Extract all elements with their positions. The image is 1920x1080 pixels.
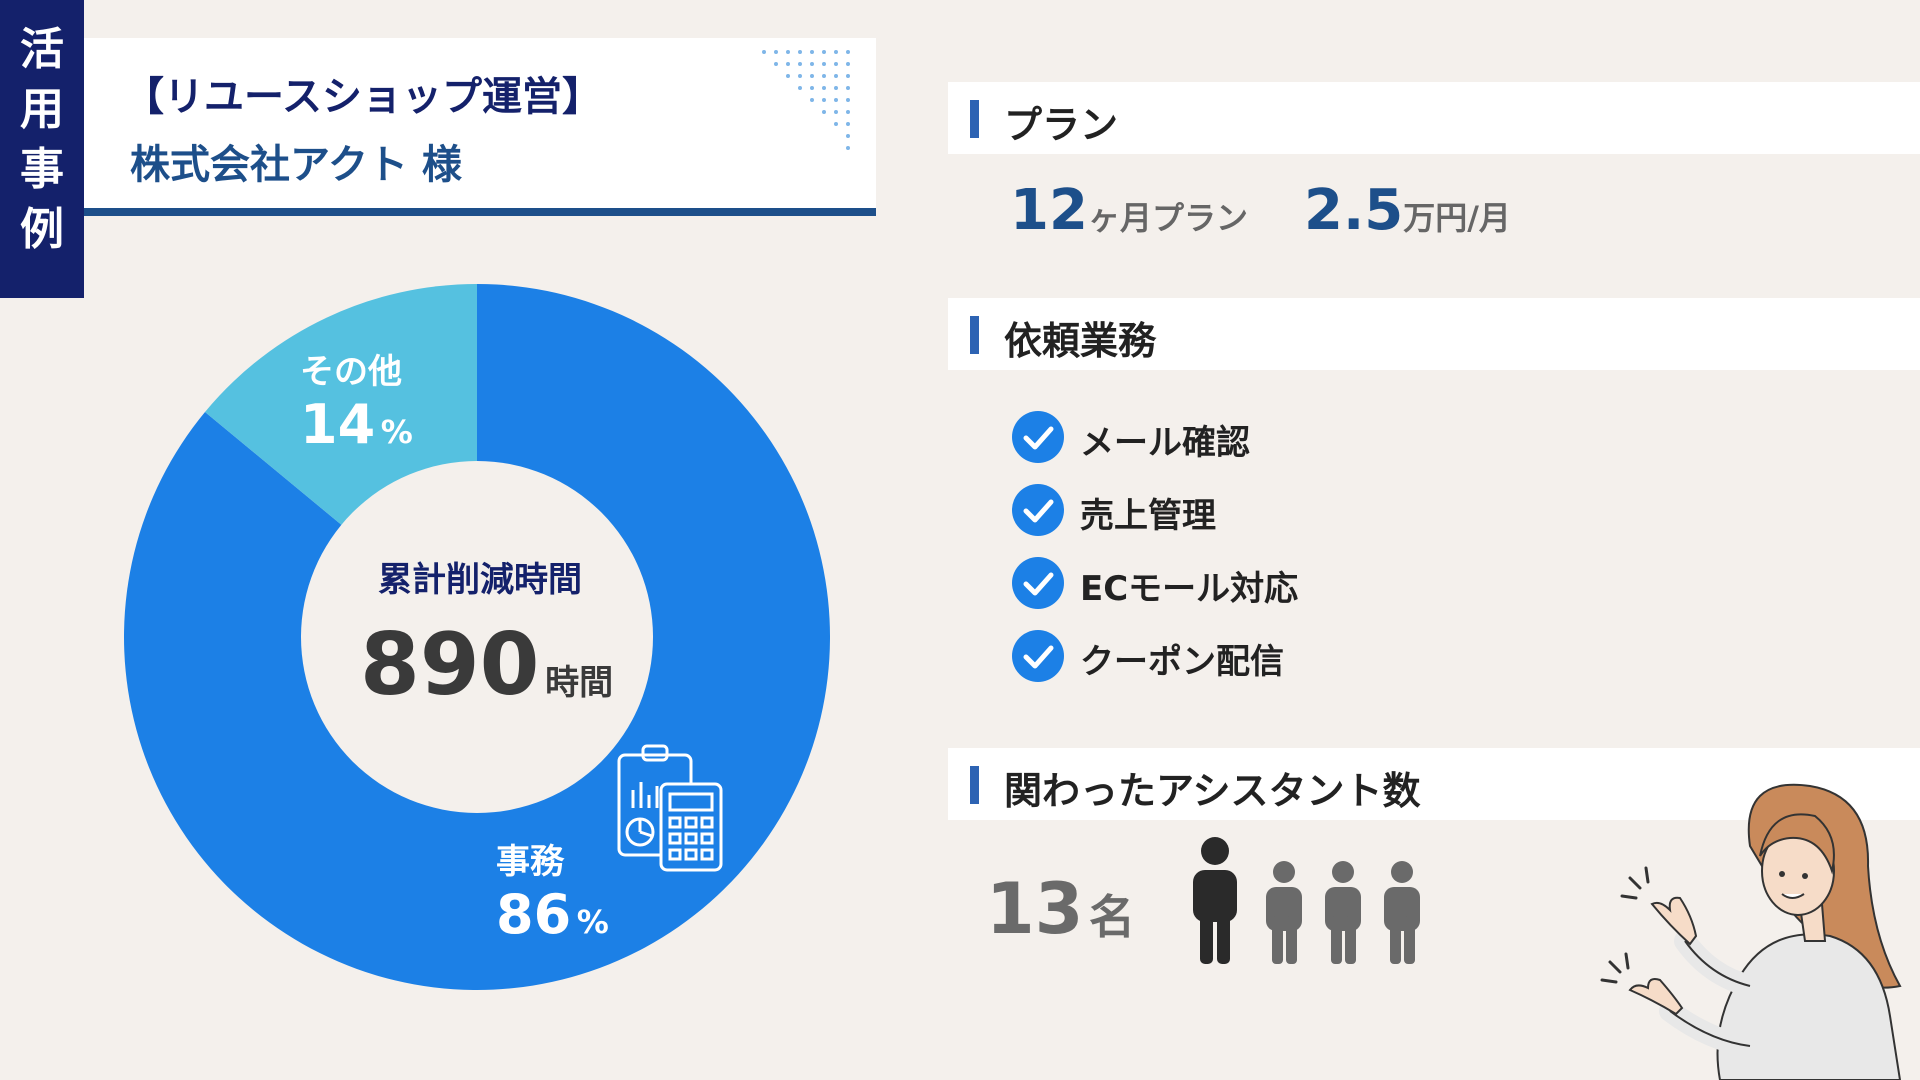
task-label: ECモール対応 (1080, 569, 1299, 609)
assistants-section-header: 関わったアシスタント数 (948, 748, 1920, 820)
check-icon (1012, 484, 1064, 536)
person-icon (1384, 861, 1420, 964)
slice-value: 14 (300, 393, 376, 456)
calculator-report-icon (617, 744, 723, 872)
person-icon (1193, 837, 1237, 964)
section-label: 依頼業務 (1004, 319, 1157, 363)
center-value-number: 890 (360, 615, 540, 715)
center-value: 890 時間 (360, 615, 613, 715)
check-icon (1012, 630, 1064, 682)
plan-price: 2.5万円/月 (1304, 178, 1511, 243)
donut-chart (123, 284, 830, 991)
plan-duration-number: 12 (1010, 178, 1088, 243)
tag-char: 活 (20, 24, 64, 75)
person-icon (1266, 861, 1302, 964)
client-name: 株式会社アクト 様 (130, 142, 462, 188)
tag-char: 事 (20, 144, 64, 195)
slice-unit: % (576, 903, 609, 941)
tag-char: 例 (20, 204, 64, 255)
case-study-tag: 活 用 事 例 (0, 0, 84, 298)
section-label: プラン (1004, 103, 1119, 147)
slice-value: 86 (496, 883, 572, 946)
assistant-count-number: 13 (986, 868, 1084, 950)
plan-price-unit: 万円/月 (1403, 199, 1511, 237)
person-icon (1325, 861, 1361, 964)
slice-name: その他 (300, 352, 402, 392)
person-icons (1193, 837, 1420, 964)
slice-label-office: 事務 86 % (496, 834, 609, 946)
task-label: メール確認 (1080, 423, 1250, 463)
center-value-unit: 時間 (545, 663, 614, 703)
section-marker (970, 100, 979, 138)
tasks-section-header: 依頼業務 (948, 298, 1920, 370)
check-icon (1012, 411, 1064, 463)
assistant-count: 13 名 (986, 868, 1135, 950)
tag-char: 用 (20, 84, 64, 135)
plan-duration-unit: ヶ月プラン (1087, 199, 1248, 237)
plan-price-number: 2.5 (1304, 178, 1404, 243)
section-marker (970, 766, 979, 804)
center-label: 累計削減時間 (378, 560, 582, 600)
woman-pointing-illustration (1600, 783, 1902, 1080)
task-label: 売上管理 (1080, 496, 1216, 536)
check-icon (1012, 557, 1064, 609)
slice-unit: % (380, 413, 413, 451)
title-underline (84, 208, 876, 216)
section-marker (970, 316, 979, 354)
donut-hole (301, 461, 653, 813)
page-title: 【リユースショップ運営】 (124, 74, 602, 120)
slice-label-other: その他 14 % (300, 344, 413, 456)
task-label: クーポン配信 (1080, 642, 1284, 682)
decorative-dots (762, 50, 850, 150)
section-label: 関わったアシスタント数 (1004, 769, 1421, 813)
assistant-count-unit: 名 (1089, 890, 1135, 944)
title-box: 【リユースショップ運営】 株式会社アクト 様 (84, 38, 876, 208)
slice-name: 事務 (496, 842, 564, 882)
plan-duration: 12ヶ月プラン (1010, 178, 1248, 243)
plan-section-header: プラン (948, 82, 1920, 154)
